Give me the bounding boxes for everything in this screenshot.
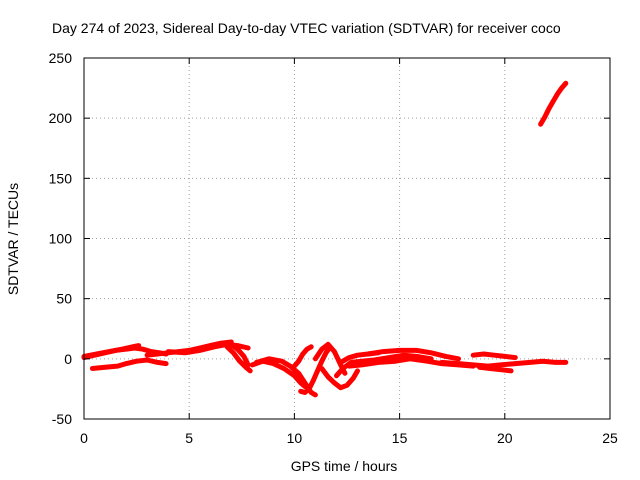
x-tick-label: 20 [497, 430, 513, 446]
y-tick-label: 100 [49, 231, 73, 247]
series-layer [81, 80, 569, 398]
x-axis-label: GPS time / hours [291, 458, 398, 474]
y-tick-label: 200 [49, 110, 73, 126]
series-arc-06 [224, 344, 253, 374]
x-tick-label: 10 [287, 430, 303, 446]
tick-layer: 0 5 10 15 20 25 -50 0 50 100 150 200 250 [49, 50, 618, 446]
y-tick-label: 150 [49, 170, 73, 186]
chart-title: Day 274 of 2023, Sidereal Day-to-day VTE… [52, 20, 561, 36]
series-arc-05 [165, 341, 251, 356]
y-tick-label: -50 [52, 411, 72, 427]
series-arc-10 [298, 344, 333, 395]
series-arc-19 [470, 351, 518, 361]
series-arc-20 [477, 364, 514, 374]
series-arc-14 [334, 352, 434, 379]
series-arc-03 [81, 343, 142, 359]
x-tick-label: 0 [80, 430, 88, 446]
series-arc-07 [228, 341, 251, 368]
y-tick-label: 250 [49, 50, 73, 66]
y-tick-label: 0 [64, 351, 72, 367]
y-axis-label: SDTVAR / TECUs [5, 183, 21, 295]
series-arc-18 [439, 358, 569, 369]
series-arc-21 [538, 80, 569, 127]
series-arc-11 [291, 344, 314, 369]
series-arc-02 [89, 357, 169, 371]
series-arc-17 [338, 350, 382, 365]
x-tick-label: 5 [185, 430, 193, 446]
y-tick-label: 50 [56, 291, 72, 307]
x-tick-label: 15 [392, 430, 408, 446]
x-tick-label: 25 [602, 430, 618, 446]
series-arc-13 [319, 366, 360, 391]
series-arc-12 [312, 341, 348, 376]
series-arc-16 [365, 347, 461, 362]
